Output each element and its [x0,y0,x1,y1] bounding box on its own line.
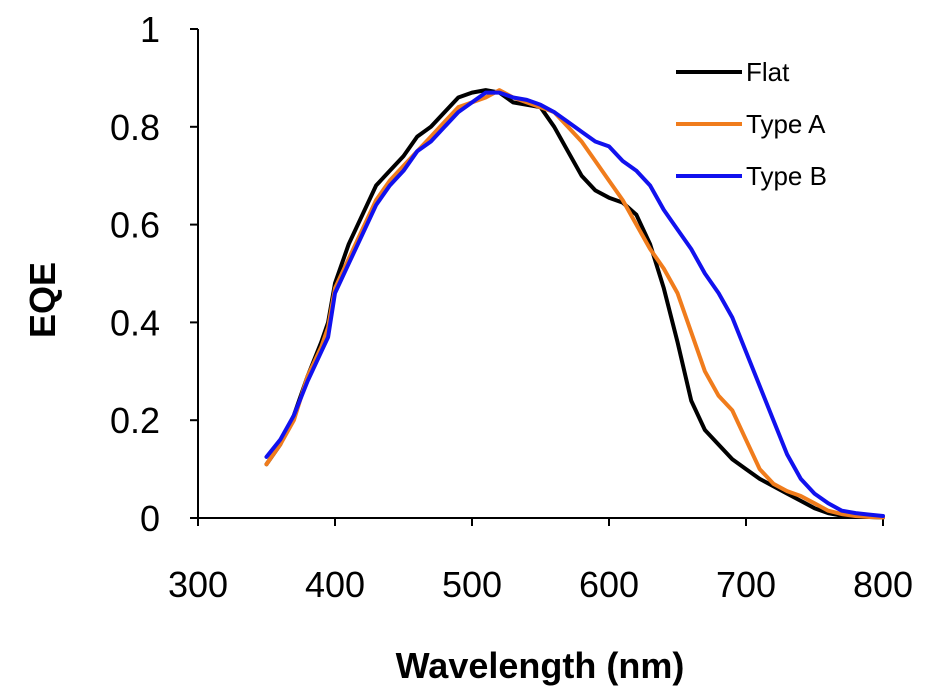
x-tick-label: 300 [168,564,228,605]
y-ticks: 0 0.2 0.4 0.6 0.8 1 [110,9,198,539]
series-line-type-a [264,88,885,520]
y-tick-label: 0.4 [110,302,160,343]
y-axis-title: EQE [22,262,63,338]
legend: Flat Type A Type B [676,57,827,191]
y-tick-label: 0.2 [110,400,160,441]
legend-label: Type B [746,161,827,191]
y-tick-label: 0.8 [110,107,160,148]
legend-label: Type A [746,109,826,139]
legend-label: Flat [746,57,790,87]
series-lines [264,88,885,520]
x-tick-label: 700 [716,564,776,605]
x-tick-label: 500 [442,564,502,605]
x-tick-label: 600 [579,564,639,605]
x-tick-label: 800 [853,564,913,605]
plot-area [197,29,883,519]
x-tick-label: 400 [305,564,365,605]
series-line-type-b [264,90,885,518]
x-axis-title: Wavelength (nm) [396,645,685,686]
y-tick-label: 1 [140,9,160,50]
y-tick-label: 0.6 [110,205,160,246]
series-line-flat [264,88,885,520]
y-tick-label: 0 [140,498,160,539]
x-ticks: 300 400 500 600 700 800 [168,518,913,605]
